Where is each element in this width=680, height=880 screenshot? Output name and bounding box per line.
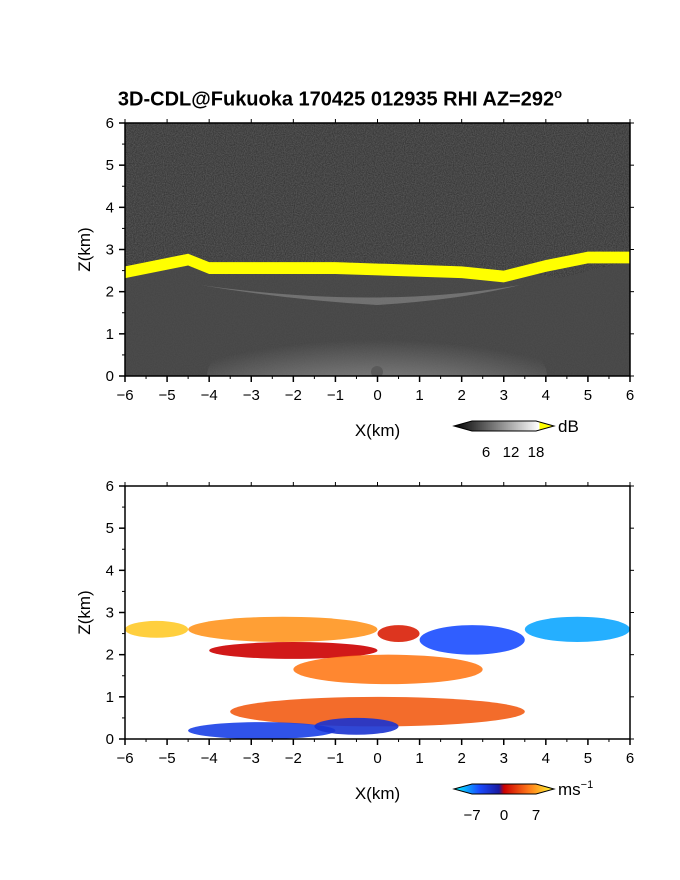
backscatter-colorbar-unit: dB [558, 417, 579, 436]
x-tick-label: 6 [626, 750, 634, 767]
backscatter-panel: −6 −5 −4 −3 −2 −1 0 1 2 3 4 5 6 0 1 2 3 4 5 6 X(km) Z(km) [75, 115, 634, 440]
y-axis-label: Z(km) [75, 227, 94, 271]
cloud-top-point [185, 256, 192, 263]
backscatter-colorbar-ramp [452, 420, 556, 432]
velocity-region [314, 717, 399, 735]
y-tick-label: 4 [106, 199, 114, 216]
velocity-region [419, 625, 525, 655]
y-tick-label: 2 [106, 284, 114, 301]
y-tick-label: 6 [106, 478, 114, 495]
backscatter-colorbar-tick: 12 [503, 444, 520, 461]
y-tick-label: 5 [106, 157, 114, 174]
velocity-region [125, 620, 189, 638]
velocity-colorbar-tick: 7 [532, 807, 540, 824]
x-tick-label: −3 [243, 387, 260, 404]
x-tick-label: −5 [159, 750, 176, 767]
cloud-top-point [542, 262, 549, 269]
velocity-colorbar-tick: 0 [500, 807, 508, 824]
x-tick-label: −1 [327, 750, 344, 767]
x-axis-label: X(km) [355, 421, 400, 440]
backscatter-axes: −6 −5 −4 −3 −2 −1 0 1 2 3 4 5 6 0 1 2 3 4 5 6 X(km) Z(km) [75, 115, 634, 440]
velocity-region [209, 642, 378, 659]
y-tick-label: 6 [106, 115, 114, 132]
velocity-region [377, 625, 420, 643]
cloud-top-point [458, 269, 465, 276]
velocity-marks [125, 616, 630, 739]
velocity-region [188, 722, 336, 739]
velocity-region [188, 616, 378, 643]
x-tick-label: −6 [116, 387, 133, 404]
x-tick-label: 3 [500, 750, 508, 767]
x-tick-label: 5 [584, 387, 592, 404]
x-tick-label: 5 [584, 750, 592, 767]
y-tick-label: 1 [106, 689, 114, 706]
y-tick-label: 5 [106, 520, 114, 537]
x-tick-label: 2 [457, 387, 465, 404]
x-tick-label: 4 [542, 387, 550, 404]
x-tick-label: −1 [327, 387, 344, 404]
cloud-top-point [332, 265, 339, 272]
x-tick-label: 6 [626, 387, 634, 404]
velocity-colorbar: ms−1 −7 0 7 [452, 779, 593, 824]
cloud-top-point [206, 265, 213, 272]
y-tick-label: 0 [106, 731, 114, 748]
near-ground-return [207, 316, 547, 376]
velocity-region [524, 616, 630, 643]
x-tick-label: 0 [373, 750, 381, 767]
velocity-panel: −6 −5 −4 −3 −2 −1 0 1 2 3 4 5 6 0 1 2 3 4 5 6 X(km) Z(km) [75, 478, 634, 803]
velocity-colorbar-unit: ms−1 [558, 779, 593, 799]
x-tick-label: 1 [415, 387, 423, 404]
y-tick-label: 0 [106, 368, 114, 385]
backscatter-field [125, 123, 630, 376]
x-tick-label: 3 [500, 387, 508, 404]
x-tick-label: −2 [285, 387, 302, 404]
cloud-top-point [500, 273, 507, 280]
x-tick-label: 0 [373, 387, 381, 404]
x-tick-label: −3 [243, 750, 260, 767]
cloud-top-point [584, 254, 591, 261]
chart-title-text: 3D-CDL@Fukuoka 170425 012935 RHI AZ=292 [117, 88, 555, 111]
x-tick-label: −4 [201, 750, 218, 767]
x-tick-label: −5 [159, 387, 176, 404]
backscatter-colorbar: dB 6 12 18 [452, 417, 579, 461]
velocity-colorbar-ramp [452, 783, 556, 795]
backscatter-marks [125, 251, 630, 283]
x-tick-label: 1 [415, 750, 423, 767]
backscatter-colorbar-tick: 18 [528, 444, 545, 461]
y-tick-label: 3 [106, 242, 114, 259]
x-tick-label: 2 [457, 750, 465, 767]
y-tick-label: 3 [106, 605, 114, 622]
x-tick-label: −2 [285, 750, 302, 767]
x-tick-label: −4 [201, 387, 218, 404]
y-tick-label: 4 [106, 562, 114, 579]
lidar-site [371, 366, 383, 376]
velocity-region [230, 696, 525, 727]
degree-superscript: o [554, 86, 563, 101]
velocity-axes: −6 −5 −4 −3 −2 −1 0 1 2 3 4 5 6 0 1 2 3 4 5 6 X(km) Z(km) [75, 478, 634, 803]
y-tick-label: 1 [106, 326, 114, 343]
backscatter-colorbar-tick: 6 [482, 444, 490, 461]
velocity-colorbar-tick: −7 [463, 807, 480, 824]
y-axis-label: Z(km) [75, 590, 94, 634]
velocity-region [293, 654, 483, 685]
x-tick-label: 4 [542, 750, 550, 767]
y-tick-label: 2 [106, 647, 114, 664]
x-tick-label: −6 [116, 750, 133, 767]
chart-title: 3D-CDL@Fukuoka 170425 012935 RHI AZ=292o [0, 86, 680, 112]
inner-layer [200, 285, 520, 305]
x-axis-label: X(km) [355, 784, 400, 803]
